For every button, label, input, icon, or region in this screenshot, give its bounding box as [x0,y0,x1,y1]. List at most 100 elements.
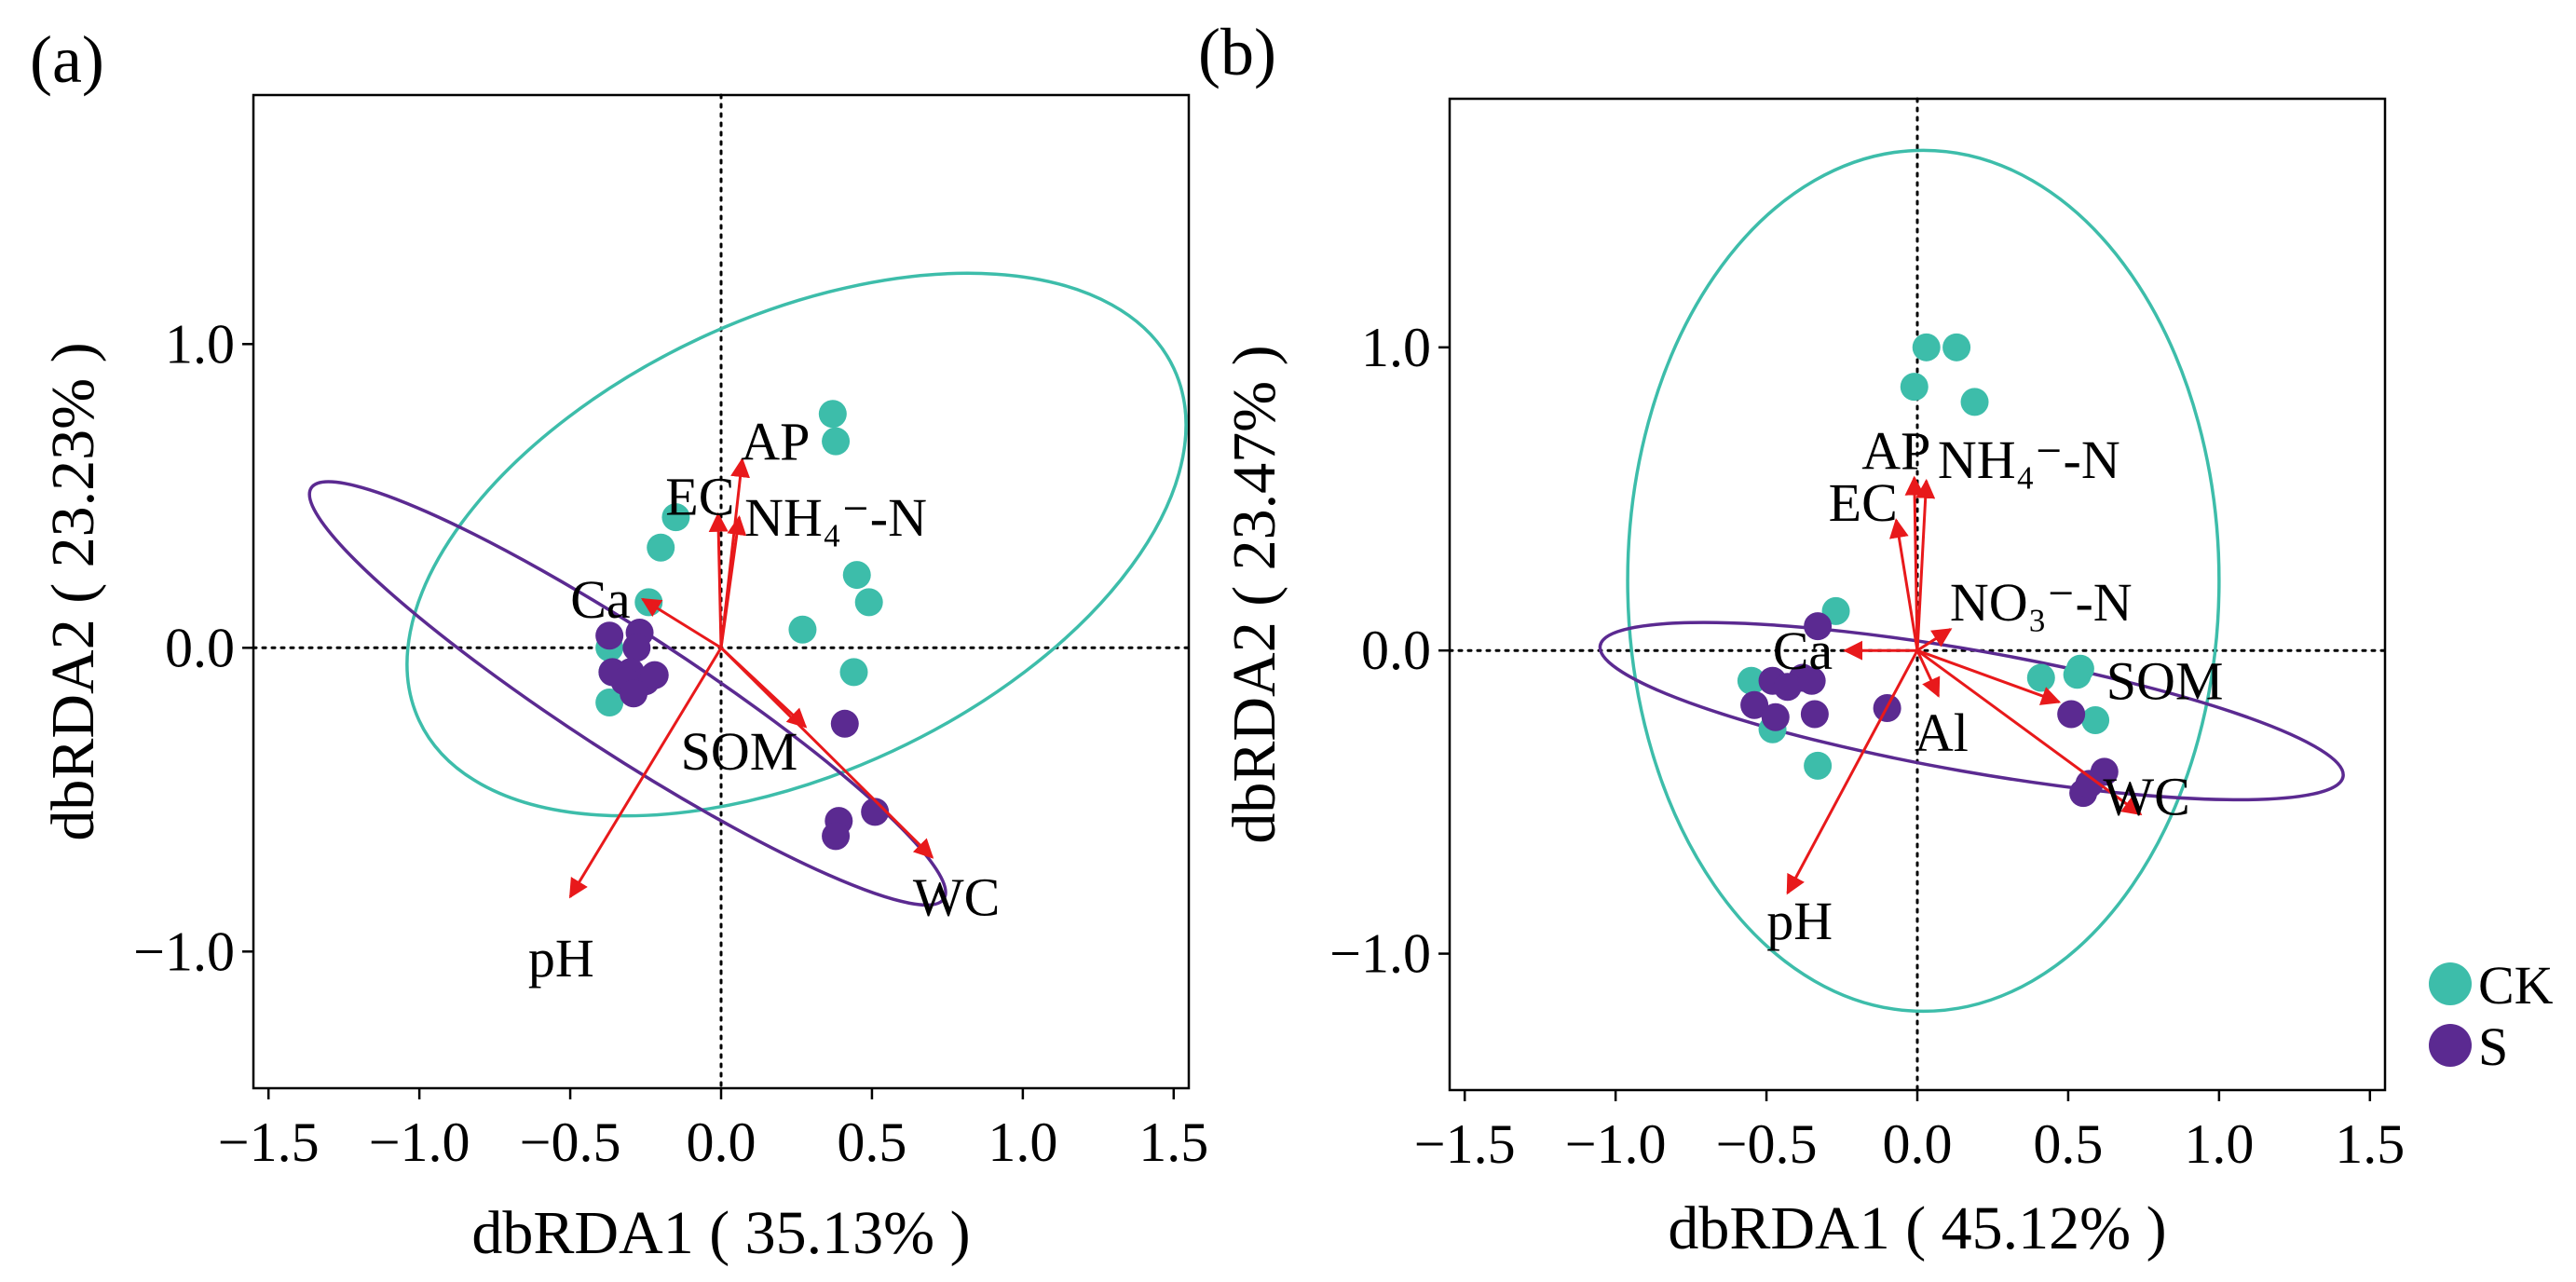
panel-b-ellipse-s [1598,621,2345,802]
panel-b-arrow-label: EC [1829,472,1898,533]
panel-b-x-axis-title: dbRDA1 ( 45.12% ) [1668,1194,2166,1262]
panel-b-point-s [1804,612,1833,641]
panel-b-point-ck [1942,333,1971,361]
panel-b-arrow-label: pH [1766,891,1833,951]
panel-a-ellipses [307,271,1188,907]
panel-a-y-tick-label: 0.0 [165,617,235,678]
panel-a-point-s [620,679,648,708]
panel-b-arrow [1915,478,1936,651]
panel-a-arrow-label: EC [665,466,734,526]
panel-b-x-tick-label: 0.5 [2033,1113,2103,1175]
panel-a-arrow [719,515,747,648]
panel-b-arrow [1915,649,1941,698]
panel-a-point-s [861,798,890,826]
panel-b-x-tick-label: −1.5 [1414,1113,1516,1175]
panel-b-point-ck [1804,751,1833,780]
panel-b-point-ck [1960,388,1989,416]
panel-a-x-tick-label: −1.5 [218,1112,320,1173]
panel-a-arrow-label: AP [741,412,810,472]
panel-b-y-axis-title: dbRDA2 ( 23.47% ) [1220,345,1288,843]
panel-a-x-tick-label: 0.0 [687,1112,756,1173]
panel-a-arrow [641,597,722,649]
panel-a-point-ck [661,503,690,532]
legend-s-label: S [2478,1016,2508,1077]
panel-a-y-axis-title: dbRDA2 ( 23.23% ) [39,342,107,840]
panel-a-ellipse-ck [405,271,1188,818]
panel-b-label: (b) [1198,15,1276,89]
panel-b-arrow [1888,518,1919,651]
panel-b-y-tick-label: −1.0 [1329,923,1431,985]
panel-b-y-tick-label: 0.0 [1361,620,1431,681]
panel-a-arrow-label: SOM [681,721,798,782]
panel-b-ellipse-ck [1626,148,2221,1014]
panel-a-point-s [830,709,859,738]
panel-a-arrow-label: WC [913,867,1000,928]
panel-a-point-ck [788,615,817,644]
panel-b-point-s [2057,700,2086,729]
panel-b-x-tick-label: 0.0 [1883,1113,1953,1175]
panel-b-arrow [1916,648,2062,705]
panel-b-point-s [1740,690,1769,719]
panel-a-x-axis-title: dbRDA1 ( 35.13% ) [471,1199,970,1267]
panel-b-x-tick-label: 1.5 [2335,1113,2405,1175]
panel-a-point-s [640,661,669,689]
panel-a-x-tick-label: 0.5 [837,1112,906,1173]
panel-b-arrow-label: Ca [1773,621,1833,681]
panel-a-point-ck [842,561,871,590]
panel-b-point-ck [2026,663,2055,692]
panel-b-x-tick-label: 1.0 [2184,1113,2254,1175]
panel-b-arrow-label: SOM [2106,651,2224,712]
panel-b-arrow [1786,649,1919,895]
panel-b-point-ck [2081,706,2110,735]
panel-a-label: (a) [30,22,104,97]
panel-b-point-ck [2063,661,2092,689]
panel-b-point-ck [1900,373,1929,402]
panel-a-point-ck [839,658,868,687]
panel-a-arrow-label: Ca [570,569,630,630]
panel-a-ellipse-s [307,480,947,907]
panel-b-x-tick-label: −0.5 [1716,1113,1818,1175]
panel-a-point-s [622,634,651,662]
panel-b-point-s [1773,673,1802,702]
panel-a-arrow [708,511,729,648]
panel-a-point-s [822,822,851,851]
panel-a-x-tick-label: −0.5 [520,1112,621,1173]
legend-ck-label: CK [2478,955,2554,1016]
panel-a-arrow [719,647,934,859]
panel-b-arrow-label: AP [1861,420,1930,481]
legend: CK S [2429,955,2554,1077]
panel-b-point-ck [1912,333,1941,361]
panel-b-point-s [1761,702,1790,731]
legend-s-marker [2429,1024,2472,1067]
panel-b-ellipses [1598,148,2345,1014]
panel-b-arrow [1904,475,1925,651]
panel-a: (a) −1.5 −1.0 −0.5 0.0 0.5 1.0 1.5 −1.0 0.0 1.0 A… [30,22,1208,1267]
panel-a-point-ck [595,688,624,716]
panel-b-arrow-label: NO₃⁻-N [1950,572,2133,633]
panel-a-y-tick-label: 1.0 [165,313,235,375]
panel-b-arrow-label: WC [2103,766,2189,826]
panel-a-x-tick-label: −1.0 [369,1112,470,1173]
panel-b: (b) −1.5 −1.0 −0.5 0.0 0.5 1.0 1.5 −1.0 0.0 1.0 A… [1198,15,2405,1262]
panel-a-point-ck [647,533,675,562]
panel-b-x-tick-label: −1.0 [1565,1113,1667,1175]
panel-a-arrow [568,647,723,899]
panel-a-x-tick-label: 1.5 [1138,1112,1208,1173]
panel-a-point-ck [822,427,851,456]
panel-a-point-ck [818,400,847,429]
panel-b-arrow-label: NH₄⁻-N [1938,430,2120,490]
panel-b-arrow [1916,648,2143,816]
panel-a-point-ck [854,588,883,617]
panel-b-arrow [1916,628,1953,652]
panel-a-point-s [595,621,624,650]
legend-ck-marker [2429,962,2472,1005]
panel-b-arrows: AP NH₄⁻-N EC NO₃⁻-N Ca Al SOM WC pH [1766,420,2223,950]
panel-b-point-s [2090,757,2119,786]
panel-b-point-ck [1737,666,1765,695]
panel-a-arrow-label: pH [528,928,594,989]
panel-b-ticks: −1.5 −1.0 −0.5 0.0 0.5 1.0 1.5 −1.0 0.0 1.0 [1329,97,2405,1175]
panel-a-arrow-label: NH₄⁻-N [744,487,927,548]
panel-a-x-tick-label: 1.0 [988,1112,1057,1173]
